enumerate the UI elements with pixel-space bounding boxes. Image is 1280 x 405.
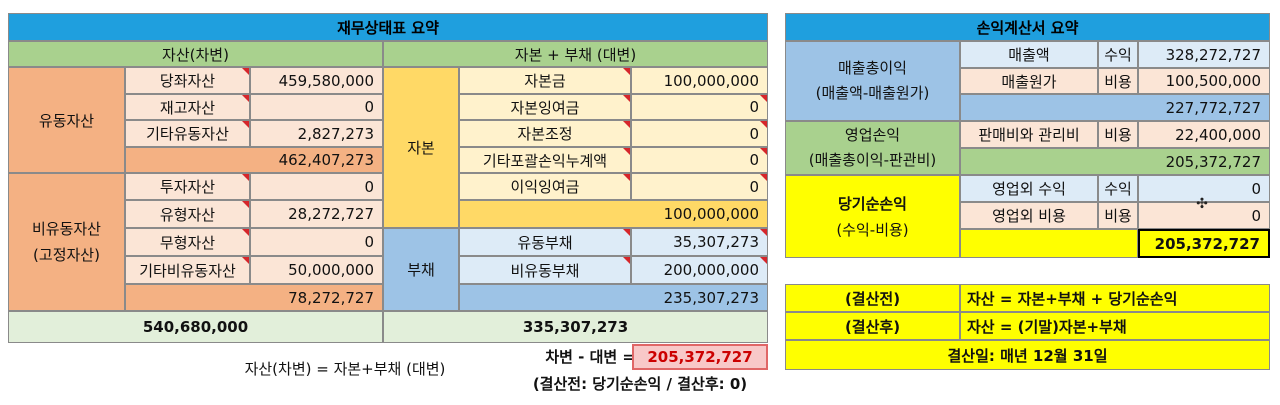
is-row-name[interactable]: 영업외 수익: [960, 175, 1098, 202]
is-row-value[interactable]: 22,400,000: [1138, 121, 1270, 148]
liabilities-label: 부채: [383, 228, 459, 311]
operating-income-label-line1: 영업손익: [844, 126, 901, 144]
before-closing-label: (결산전): [785, 284, 960, 312]
operating-income-total[interactable]: 205,372,727: [960, 148, 1270, 175]
asset-item-name[interactable]: 당좌자산: [125, 67, 250, 94]
noncurrent-assets-label: 비유동자산 (고정자산): [8, 173, 125, 311]
after-closing-formula: 자산 = (기말)자본+부채: [960, 312, 1270, 340]
net-income-total[interactable]: 205,372,727: [1138, 229, 1270, 258]
capital-item-value[interactable]: 100,000,000: [631, 67, 768, 94]
is-row-type[interactable]: 비용: [1098, 121, 1138, 148]
asset-item-name[interactable]: 재고자산: [125, 94, 250, 120]
after-closing-label: (결산후): [785, 312, 960, 340]
capital-item-name[interactable]: 이익잉여금: [459, 173, 631, 200]
noncurrent-assets-label-line2: (고정자산): [33, 246, 100, 264]
asset-item-name[interactable]: 기타비유동자산: [125, 256, 250, 284]
asset-item-name[interactable]: 유형자산: [125, 200, 250, 228]
is-row-value[interactable]: 0: [1138, 175, 1270, 202]
asset-item-value[interactable]: 0: [250, 173, 383, 200]
capital-total[interactable]: 100,000,000: [459, 200, 768, 228]
capital-item-name[interactable]: 자본금: [459, 67, 631, 94]
asset-item-value[interactable]: 50,000,000: [250, 256, 383, 284]
current-assets-total[interactable]: 462,407,273: [125, 147, 383, 173]
asset-item-name[interactable]: 기타유동자산: [125, 120, 250, 147]
balance-sheet-title-text: 재무상태표 요약: [337, 18, 439, 37]
asset-item-value[interactable]: 459,580,000: [250, 67, 383, 94]
gross-profit-label-line1: 매출총이익: [837, 59, 907, 77]
capital-liabilities-grand-total[interactable]: 335,307,273: [383, 311, 768, 343]
asset-item-value[interactable]: 28,272,727: [250, 200, 383, 228]
capital-liabilities-header: 자본 + 부채 (대변): [383, 41, 768, 67]
is-row-type[interactable]: 수익: [1098, 41, 1138, 68]
diff-note: (결산전: 당기순손익 / 결산후: 0): [532, 375, 748, 393]
is-row-value[interactable]: 0: [1138, 202, 1270, 229]
gross-profit-label: 매출총이익 (매출액-매출원가): [785, 41, 960, 121]
net-income-label-line2: (수익-비용): [836, 220, 909, 239]
capital-item-value[interactable]: 0: [631, 173, 768, 200]
asset-item-name[interactable]: 투자자산: [125, 173, 250, 200]
crosshair-cursor-icon: ✣: [1196, 196, 1208, 212]
operating-income-label-line2: (매출총이익-판관비): [808, 151, 937, 169]
is-row-type[interactable]: 비용: [1098, 202, 1138, 229]
is-row-type[interactable]: 수익: [1098, 175, 1138, 202]
assets-header: 자산(차변): [8, 41, 383, 67]
current-assets-label: 유동자산: [8, 67, 125, 173]
liability-item-name[interactable]: 비유동부채: [459, 256, 631, 284]
liability-item-value[interactable]: 35,307,273: [631, 228, 768, 256]
capital-item-name[interactable]: 기타포괄손익누계액: [459, 147, 631, 173]
capital-item-value[interactable]: 0: [631, 147, 768, 173]
net-income-label: 당기순손익 (수익-비용): [785, 175, 960, 258]
noncurrent-assets-label-line1: 비유동자산: [31, 220, 101, 238]
liability-item-name[interactable]: 유동부채: [459, 228, 631, 256]
balance-sheet-title: 재무상태표 요약: [8, 13, 768, 41]
gross-profit-total[interactable]: 227,772,727: [960, 94, 1270, 121]
closing-date: 결산일: 매년 12월 31일: [785, 340, 1270, 370]
balance-equation: 자산(차변) = 자본+부채 (대변): [244, 360, 446, 378]
is-row-name[interactable]: 영업외 비용: [960, 202, 1098, 229]
liabilities-total[interactable]: 235,307,273: [459, 284, 768, 311]
gross-profit-label-line2: (매출액-매출원가): [815, 84, 930, 102]
asset-item-value[interactable]: 0: [250, 228, 383, 256]
diff-value[interactable]: 205,372,727: [632, 344, 768, 370]
capital-item-value[interactable]: 0: [631, 120, 768, 147]
capital-label: 자본: [383, 67, 459, 228]
is-row-name[interactable]: 판매비와 관리비: [960, 121, 1098, 148]
noncurrent-assets-total[interactable]: 78,272,727: [125, 284, 383, 311]
capital-item-name[interactable]: 자본잉여금: [459, 94, 631, 120]
is-row-value[interactable]: 100,500,000: [1138, 68, 1270, 94]
is-row-name[interactable]: 매출원가: [960, 68, 1098, 94]
liability-item-value[interactable]: 200,000,000: [631, 256, 768, 284]
capital-item-name[interactable]: 자본조정: [459, 120, 631, 147]
net-income-spacer: [960, 229, 1138, 258]
capital-item-value[interactable]: 0: [631, 94, 768, 120]
is-row-value[interactable]: 328,272,727: [1138, 41, 1270, 68]
assets-grand-total[interactable]: 540,680,000: [8, 311, 383, 343]
asset-item-value[interactable]: 2,827,273: [250, 120, 383, 147]
asset-item-value[interactable]: 0: [250, 94, 383, 120]
diff-label: 차변 - 대변 =: [545, 348, 635, 366]
asset-item-name[interactable]: 무형자산: [125, 228, 250, 256]
income-statement-title: 손익계산서 요약: [785, 13, 1270, 41]
is-row-type[interactable]: 비용: [1098, 68, 1138, 94]
before-closing-formula: 자산 = 자본+부채 + 당기순손익: [960, 284, 1270, 312]
is-row-name[interactable]: 매출액: [960, 41, 1098, 68]
net-income-label-line1: 당기순손익: [837, 194, 907, 213]
operating-income-label: 영업손익 (매출총이익-판관비): [785, 121, 960, 175]
